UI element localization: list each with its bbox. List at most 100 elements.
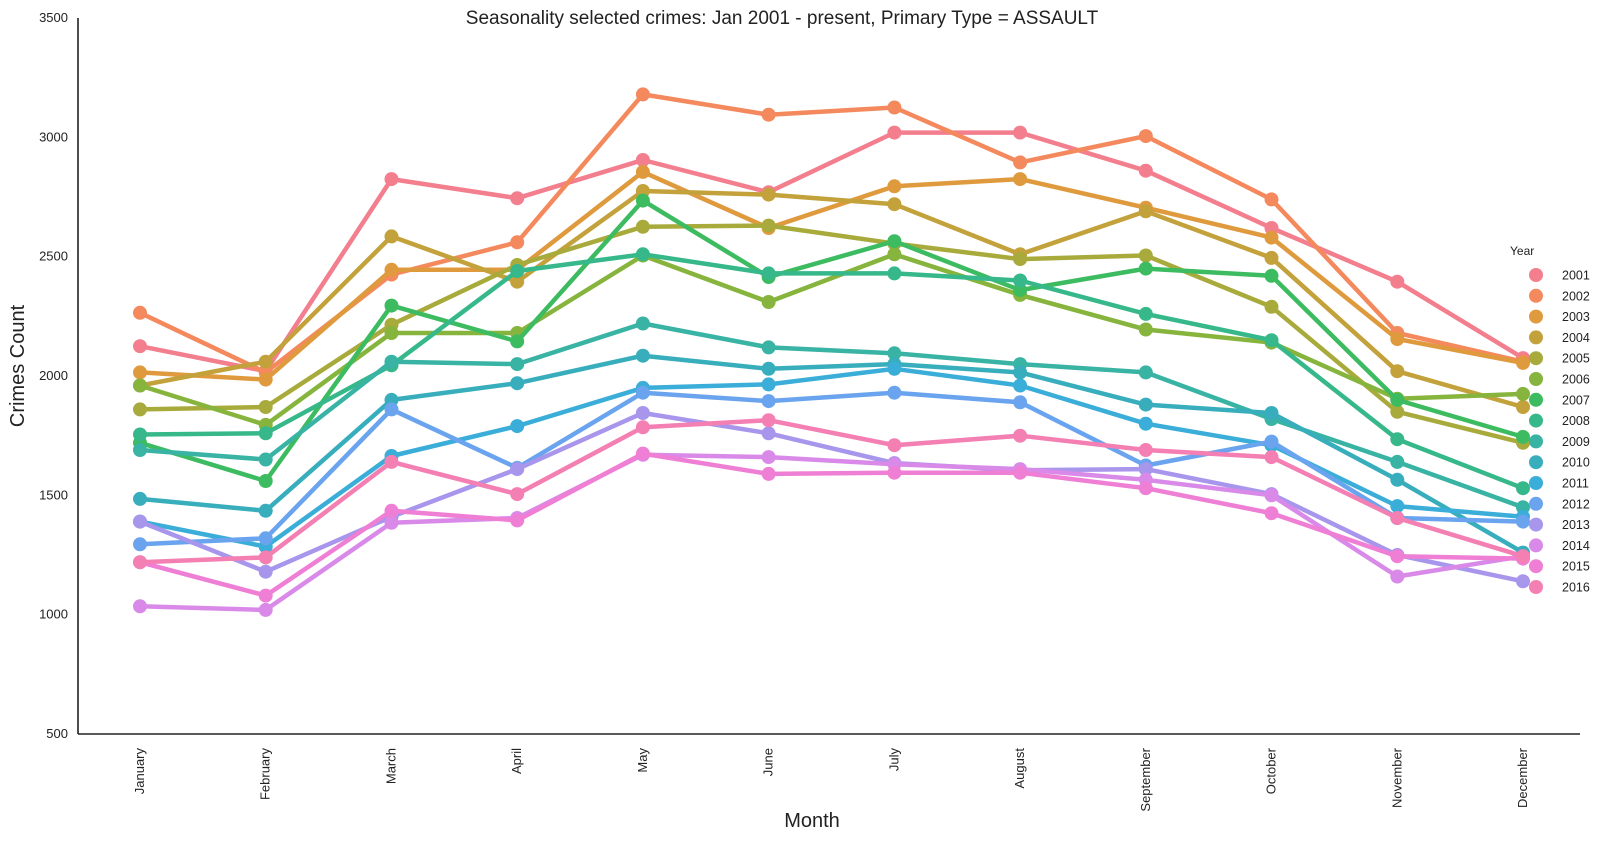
data-point-2009 <box>510 357 525 372</box>
series-line-2014 <box>137 452 1526 613</box>
data-point-2005 <box>133 402 147 417</box>
data-point-2006 <box>1516 386 1530 401</box>
legend-item-2001: 2001 <box>1529 268 1590 283</box>
data-point-2013 <box>1138 462 1153 477</box>
data-point-2004 <box>510 274 525 289</box>
data-point-2011 <box>1138 416 1153 431</box>
legend-label: 2013 <box>1562 518 1590 532</box>
data-point-2005 <box>761 218 776 233</box>
data-point-2010 <box>1138 397 1153 412</box>
legend-label: 2014 <box>1562 539 1590 553</box>
data-point-2008 <box>1013 273 1028 288</box>
data-point-2008 <box>258 426 273 441</box>
data-point-2002 <box>887 100 902 115</box>
data-point-2010 <box>1013 365 1028 380</box>
data-point-2005 <box>1390 404 1405 419</box>
data-point-2008 <box>1264 333 1279 348</box>
data-point-2001 <box>384 172 399 187</box>
data-point-2001 <box>1138 163 1153 178</box>
data-point-2002 <box>635 87 650 102</box>
data-point-2015 <box>887 465 902 480</box>
legend-marker <box>1529 559 1543 574</box>
data-point-2016 <box>1138 443 1153 457</box>
series-line-2003 <box>137 169 1526 382</box>
series-2003 <box>133 164 1530 387</box>
legend-item-2007: 2007 <box>1529 392 1590 407</box>
legend-label: 2011 <box>1562 477 1589 491</box>
data-point-2007 <box>384 298 399 313</box>
series-2012 <box>133 385 1530 552</box>
series-line-2004 <box>137 188 1526 410</box>
data-point-2003 <box>133 365 147 380</box>
x-tick-label: March <box>383 748 398 784</box>
legend-item-2016: 2016 <box>1529 580 1590 595</box>
y-tick-label: 1000 <box>39 607 68 622</box>
data-point-2007 <box>1390 392 1405 407</box>
data-point-2007 <box>258 474 273 488</box>
data-point-2014 <box>1264 488 1279 503</box>
data-point-2003 <box>1390 332 1405 346</box>
legend-label: 2015 <box>1562 560 1590 574</box>
data-point-2008 <box>1390 432 1405 447</box>
x-tick-label: January <box>132 748 147 795</box>
x-tick-label: September <box>1138 747 1153 811</box>
data-point-2004 <box>1264 250 1279 265</box>
series-line-2012 <box>137 390 1526 547</box>
data-point-2015 <box>635 446 650 461</box>
series-line-2016 <box>137 417 1526 565</box>
data-point-2008 <box>510 264 525 278</box>
data-point-2015 <box>1138 481 1153 496</box>
data-point-2012 <box>1264 434 1279 449</box>
data-point-2013 <box>635 406 650 420</box>
data-point-2007 <box>510 334 525 349</box>
data-point-2011 <box>887 361 902 376</box>
data-point-2016 <box>1390 511 1405 525</box>
data-point-2012 <box>384 402 399 417</box>
legend-label: 2005 <box>1562 352 1590 366</box>
data-point-2008 <box>1138 306 1153 321</box>
legend-label: 2008 <box>1562 414 1590 428</box>
data-point-2015 <box>761 466 776 481</box>
data-point-2005 <box>1138 248 1153 263</box>
legend-label: 2004 <box>1562 331 1590 345</box>
data-point-2016 <box>1264 450 1279 465</box>
data-point-2006 <box>761 295 776 309</box>
legend-item-2002: 2002 <box>1529 288 1590 303</box>
y-tick-label: 3500 <box>39 10 68 25</box>
series-layer <box>133 87 1530 617</box>
data-point-2016 <box>384 454 399 469</box>
data-point-2009 <box>887 346 902 361</box>
legend-marker <box>1529 392 1543 407</box>
data-point-2002 <box>1264 192 1279 207</box>
data-point-2008 <box>761 266 776 281</box>
x-tick-label: May <box>635 748 650 773</box>
legend-marker <box>1529 455 1543 470</box>
data-point-2010 <box>1264 406 1279 420</box>
data-point-2003 <box>1013 172 1028 187</box>
y-tick-label: 1500 <box>39 487 68 502</box>
data-point-2015 <box>258 588 273 603</box>
data-point-2014 <box>761 450 776 465</box>
data-point-2009 <box>384 354 399 369</box>
legend-title: Year <box>1510 244 1534 258</box>
data-point-2016 <box>1516 549 1530 564</box>
data-point-2004 <box>887 197 902 212</box>
data-point-2003 <box>1264 230 1279 245</box>
data-point-2007 <box>887 234 902 249</box>
series-line-2001 <box>137 130 1526 374</box>
legend-item-2006: 2006 <box>1529 372 1590 387</box>
data-point-2004 <box>1138 204 1153 219</box>
legend-marker <box>1529 330 1543 345</box>
legend-marker <box>1529 517 1543 532</box>
data-point-2010 <box>258 503 273 518</box>
data-point-2001 <box>1390 274 1405 289</box>
legend-item-2010: 2010 <box>1529 455 1590 470</box>
data-point-2008 <box>887 266 902 281</box>
data-point-2001 <box>510 191 525 206</box>
y-axis-title: Crimes Count <box>7 304 29 427</box>
legend-marker <box>1529 538 1543 553</box>
data-point-2001 <box>887 125 902 140</box>
data-point-2011 <box>1013 378 1028 393</box>
legend-label: 2003 <box>1562 310 1590 324</box>
